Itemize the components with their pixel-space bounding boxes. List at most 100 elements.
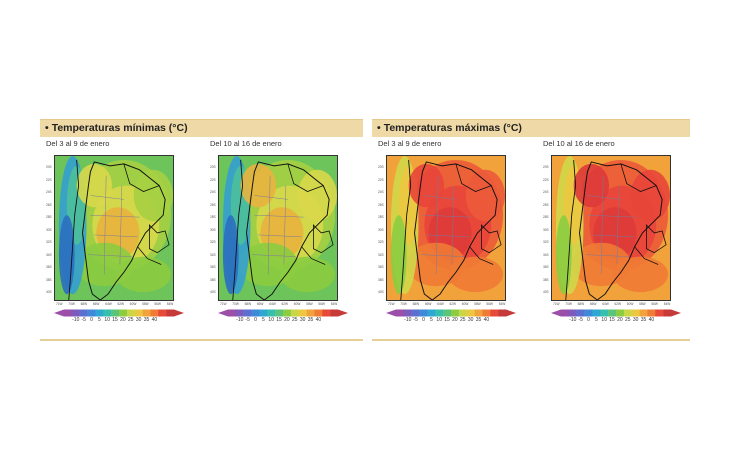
longitude-tick: 60W: [461, 302, 469, 306]
province-border: [88, 254, 132, 257]
latitude-tick: 22S: [46, 177, 52, 182]
colorbar-tick: 15: [112, 317, 118, 323]
colorbar-segment: [403, 309, 412, 317]
longitude-tick: 56W: [651, 302, 658, 306]
colorbar-tick: -5: [81, 317, 86, 323]
temperature-map: [218, 155, 338, 301]
panel-divider: [40, 339, 363, 341]
colorbar-tick: 40: [315, 317, 322, 323]
province-border: [94, 234, 138, 238]
colorbar-tick: 20: [617, 317, 623, 323]
colorbar-segment: [150, 309, 159, 317]
colorbar-segment: [639, 309, 648, 317]
colorbar-tick: 25: [625, 317, 631, 323]
latitude-tick: 38S: [210, 277, 216, 282]
map-period-label: Del 10 al 16 de enero: [543, 139, 615, 148]
colorbar-segment: [396, 309, 405, 317]
colorbar-segment: [435, 309, 444, 317]
colorbar-segment: [228, 309, 237, 317]
latitude-tick: 32S: [378, 240, 384, 244]
temperature-zone: [240, 163, 277, 208]
longitude-tick: 54W: [498, 302, 506, 306]
latitude-tick: 40S: [46, 290, 52, 294]
panel-title: Temperaturas máximas (°C): [383, 122, 522, 134]
temperature-zone: [279, 256, 336, 293]
country-border: [579, 161, 663, 300]
longitude-tick: 64W: [269, 302, 276, 306]
colorbar-segment: [584, 309, 593, 317]
panel-title: Temperaturas mínimas (°C): [51, 122, 188, 134]
colorbar-segment: [275, 309, 284, 317]
latitude-tick: 20S: [543, 165, 549, 169]
colorbar: -10 -5 0 5 10 15 20 25 30 35 40: [551, 309, 681, 323]
coastline: [400, 159, 412, 300]
latitude-ticks: 20S 22S 24S 26S 28S 30S 32S 34S 36S 38S 40S: [210, 155, 218, 301]
latitude-tick: 24S: [46, 190, 52, 194]
colorbar-tick: 35: [475, 317, 482, 323]
longitude-tick: 56W: [486, 302, 493, 306]
colorbar-arrow: [54, 309, 64, 317]
colorbar-segment: [126, 309, 135, 317]
latitude-tick: 22S: [210, 177, 216, 182]
latitude-tick: 24S: [378, 190, 384, 194]
latitude-tick: 34S: [210, 252, 216, 257]
latitude-tick: 36S: [46, 265, 52, 269]
colorbar-arrow: [338, 309, 348, 317]
latitude-tick: 20S: [378, 165, 384, 169]
longitude-tick: 60W: [626, 302, 634, 306]
colorbar-segment: [568, 309, 577, 317]
colorbar-segment: [111, 309, 120, 317]
colorbar-arrow: [671, 309, 681, 317]
temperature-zone: [408, 163, 445, 208]
map-period-label: Del 10 al 16 de enero: [210, 139, 282, 148]
latitude-tick: 32S: [46, 240, 52, 244]
longitude-tick: 68W: [80, 302, 88, 306]
coastline: [469, 246, 494, 265]
colorbar-tick: -5: [413, 317, 418, 323]
latitude-tick: 28S: [543, 215, 549, 219]
latitude-tick: 38S: [378, 277, 384, 282]
latitude-tick: 22S: [543, 177, 549, 182]
longitude-tick: 58W: [306, 302, 313, 306]
colorbar-segment: [655, 309, 664, 317]
colorbar-tick: 15: [444, 317, 450, 323]
province-border: [591, 234, 635, 238]
colorbar-tick: 10: [268, 317, 274, 323]
province-border: [90, 214, 140, 218]
longitude-tick: 60W: [129, 302, 137, 306]
colorbar-segment: [561, 309, 570, 317]
country-border: [455, 163, 492, 192]
colorbar-segment: [616, 309, 625, 317]
colorbar-segment: [251, 309, 260, 317]
colorbar-segment: [298, 309, 307, 317]
colorbar-segment: [631, 309, 640, 317]
latitude-tick: 24S: [210, 190, 216, 194]
colorbar-segment: [119, 309, 128, 317]
country-border: [646, 224, 667, 254]
longitude-tick: 56W: [154, 302, 161, 306]
map-period-label: Del 3 al 9 de enero: [378, 139, 442, 148]
longitude-tick: 56W: [318, 302, 325, 306]
colorbar-segment: [142, 309, 151, 317]
longitude-tick: 71W: [388, 302, 395, 306]
colorbar-segment: [466, 309, 475, 317]
longitude-tick: 66W: [92, 302, 100, 306]
colorbar-segment: [411, 309, 420, 317]
colorbar-segment: [451, 309, 460, 317]
colorbar-tick: 0: [254, 317, 257, 323]
latitude-tick: 20S: [210, 165, 216, 169]
temperature-zone: [115, 256, 172, 293]
province-border: [422, 214, 472, 218]
colorbar-tick: 35: [307, 317, 314, 323]
coastline: [68, 159, 80, 300]
longitude-tick: 58W: [474, 302, 481, 306]
colorbar-tick: -10: [569, 317, 577, 323]
coastline: [137, 246, 162, 265]
colorbar: -10 -5 0 5 10 15 20 25 30 35 40: [218, 309, 348, 323]
colorbar-tick: -5: [578, 317, 583, 323]
colorbar-tick: -5: [245, 317, 250, 323]
colorbar-tick: 0: [90, 317, 93, 323]
colorbar-segment: [134, 309, 143, 317]
colorbar-segment: [623, 309, 632, 317]
longitude-tick: 66W: [589, 302, 597, 306]
